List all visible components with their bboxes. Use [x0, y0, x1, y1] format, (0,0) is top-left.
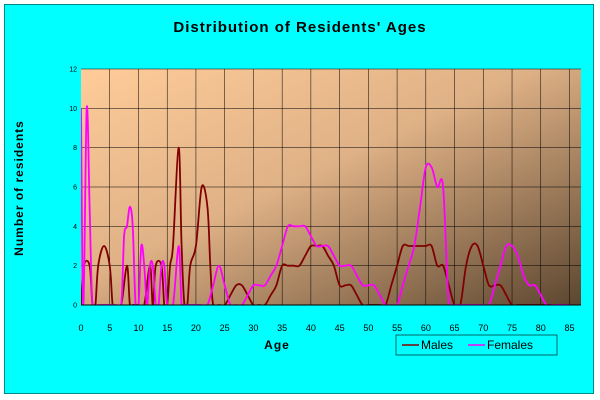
- y-tick-label: 0: [73, 303, 77, 310]
- x-tick-label: 5: [107, 323, 112, 333]
- x-tick-label: 55: [392, 323, 402, 333]
- series-line-females: [81, 105, 570, 305]
- chart-frame: Distribution of Residents' Ages 0 2 4 6 8 10 1…: [4, 4, 594, 394]
- series-lines: [81, 105, 570, 305]
- x-tick-label: 10: [133, 323, 143, 333]
- y-axis-label: Number of residents: [12, 120, 26, 256]
- x-axis-label: Age: [264, 338, 290, 352]
- x-axis-ticks: 0 5 10 15 20 25 30 35 40 45 50 55 60 65 70 75 80 85: [78, 323, 574, 333]
- x-tick-label: 75: [507, 323, 517, 333]
- legend: Males Females: [395, 334, 558, 356]
- chart-svg: Distribution of Residents' Ages 0 2 4 6 8 10 1…: [12, 19, 581, 356]
- x-tick-label: 30: [248, 323, 258, 333]
- x-tick-label: 60: [421, 323, 431, 333]
- x-tick-label: 45: [335, 323, 345, 333]
- chart-title: Distribution of Residents' Ages: [173, 19, 426, 36]
- x-tick-label: 20: [191, 323, 201, 333]
- y-tick-label: 2: [73, 263, 77, 270]
- x-tick-label: 80: [536, 323, 546, 333]
- y-tick-label: 4: [73, 224, 77, 231]
- x-tick-label: 70: [478, 323, 488, 333]
- x-tick-label: 35: [277, 323, 287, 333]
- x-tick-label: 25: [220, 323, 230, 333]
- x-tick-label: 65: [450, 323, 460, 333]
- y-tick-label: 12: [69, 67, 77, 74]
- y-tick-label: 8: [73, 145, 77, 152]
- legend-label-males: Males: [421, 338, 453, 352]
- y-axis-ticks: 0 2 4 6 8 10 12: [69, 67, 77, 310]
- x-tick-label: 0: [78, 323, 83, 333]
- y-tick-label: 10: [69, 106, 77, 113]
- x-tick-label: 15: [162, 323, 172, 333]
- x-tick-label: 40: [306, 323, 316, 333]
- legend-label-females: Females: [487, 338, 533, 352]
- y-tick-label: 6: [73, 185, 77, 192]
- x-tick-label: 85: [564, 323, 574, 333]
- x-tick-label: 50: [363, 323, 373, 333]
